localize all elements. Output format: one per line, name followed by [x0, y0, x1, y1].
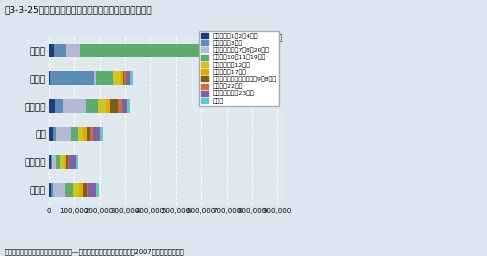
Bar: [106, 99, 111, 113]
Bar: [60, 155, 64, 169]
Bar: [122, 99, 127, 113]
Bar: [64, 155, 66, 169]
Text: （百万トン・km）: （百万トン・km）: [238, 32, 282, 41]
Bar: [56, 127, 71, 141]
Bar: [87, 183, 88, 197]
Bar: [94, 71, 96, 86]
Bar: [49, 71, 50, 86]
Bar: [80, 44, 207, 58]
Bar: [252, 44, 254, 58]
Text: 図3-3-25　各国の輸入食料のフード・マイレージの比較: 図3-3-25 各国の輸入食料のフード・マイレージの比較: [5, 5, 152, 14]
Bar: [52, 155, 56, 169]
Bar: [117, 99, 122, 113]
Bar: [83, 183, 87, 197]
Bar: [54, 44, 67, 58]
Bar: [86, 99, 98, 113]
Bar: [50, 71, 94, 86]
Bar: [76, 155, 77, 169]
Bar: [55, 99, 63, 113]
Bar: [67, 44, 80, 58]
Bar: [93, 127, 100, 141]
Bar: [111, 99, 117, 113]
Bar: [78, 127, 83, 141]
Bar: [71, 127, 78, 141]
Bar: [56, 155, 60, 169]
Bar: [207, 44, 238, 58]
Bar: [49, 99, 55, 113]
Bar: [51, 183, 53, 197]
Bar: [245, 44, 252, 58]
Bar: [120, 71, 123, 86]
Bar: [49, 127, 53, 141]
Bar: [63, 99, 86, 113]
Bar: [130, 71, 132, 86]
Bar: [65, 183, 73, 197]
Bar: [49, 44, 54, 58]
Bar: [79, 183, 83, 197]
Bar: [124, 71, 126, 86]
Bar: [98, 99, 106, 113]
Bar: [51, 155, 52, 169]
Bar: [88, 183, 96, 197]
Bar: [123, 71, 124, 86]
Bar: [96, 71, 113, 86]
Bar: [96, 183, 98, 197]
Bar: [87, 127, 91, 141]
Text: 出典：中田哲也「フード・マイレージ―あなたの食が地球を変える」（2007年、日本評論社）: 出典：中田哲也「フード・マイレージ―あなたの食が地球を変える」（2007年、日本…: [5, 248, 185, 255]
Bar: [66, 155, 68, 169]
Bar: [268, 44, 272, 58]
Bar: [53, 183, 65, 197]
Bar: [254, 44, 268, 58]
Bar: [68, 155, 69, 169]
Legend: 畜産物（第1、2、4類）, 水産物（第3類）, 野菜・果樹（第7、8、20類）, 穀物（第10、11、19類）, 油糧種子（第12類）, 砂糖類（第17類）, : 畜産物（第1、2、4類）, 水産物（第3類）, 野菜・果樹（第7、8、20類）,…: [199, 30, 280, 106]
Bar: [126, 71, 130, 86]
Bar: [83, 127, 87, 141]
Bar: [238, 44, 245, 58]
Bar: [49, 155, 51, 169]
Bar: [53, 127, 56, 141]
Bar: [113, 71, 120, 86]
Bar: [69, 155, 76, 169]
Bar: [49, 183, 51, 197]
Bar: [91, 127, 93, 141]
Bar: [127, 99, 130, 113]
Bar: [100, 127, 103, 141]
Bar: [73, 183, 79, 197]
